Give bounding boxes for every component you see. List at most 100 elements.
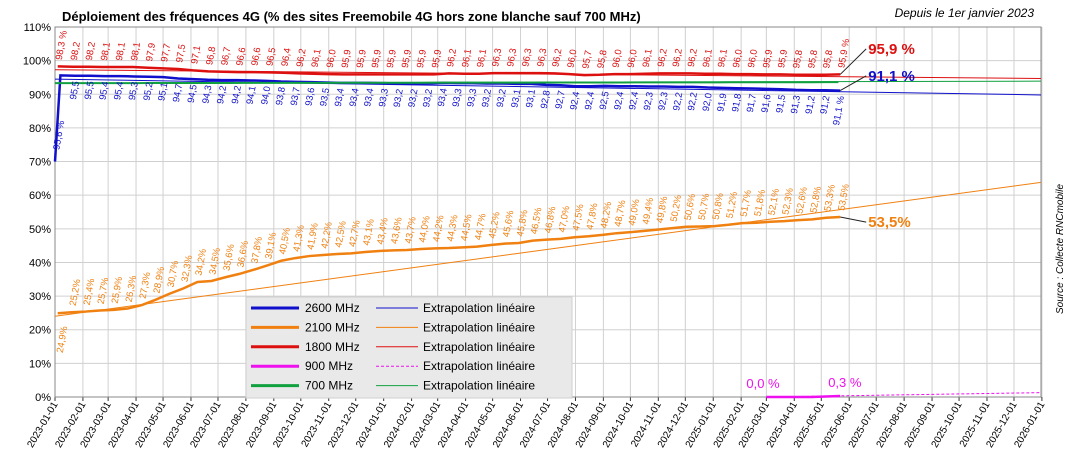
data-label-2600-mhz: 92,3 [642, 91, 656, 111]
data-label-2100-mhz: 44,7% [473, 212, 489, 241]
data-label-2600-mhz: 93,8 [274, 86, 288, 106]
data-label-1800-mhz: 96,1 [310, 48, 324, 68]
trend-line-2100-mhz [54, 181, 1042, 317]
data-label-2600-mhz: 91,3 [789, 95, 803, 115]
series-line-2100-mhz [57, 215, 841, 315]
data-label-1800-mhz: 95,8 [821, 49, 835, 69]
data-label-2100-mhz: 34,2% [194, 248, 210, 277]
data-label-2600-mhz: 91,2 [804, 95, 818, 115]
data-label-2600-mhz: 93,2 [392, 88, 406, 108]
y-tick-label: 0% [35, 392, 51, 404]
data-label-2600-mhz: 93,7 [289, 86, 303, 106]
data-label-2100-mhz: 37,8% [249, 235, 265, 264]
y-tick-label: 100% [23, 56, 51, 68]
data-label-1800-mhz: 96,0 [611, 48, 625, 68]
data-label-2100-mhz: 47,5% [571, 203, 587, 232]
data-labels: 95,6 %95,5 95,5 95,4 95,4 95,3 95,2 95,1 94,7 94… [51, 29, 852, 353]
legend-label-2600-mhz: 2600 MHz [305, 301, 360, 315]
data-label-2600-mhz: 91,5 [774, 94, 788, 114]
data-label-2600-mhz: 93,4 [348, 87, 362, 107]
data-label-1800-mhz: 95,9 [370, 49, 384, 69]
data-label-2100-mhz: 52,8% [808, 185, 824, 214]
data-label-1800-mhz: 95,9 [400, 49, 414, 69]
legend-trend-label-2100-mhz: Extrapolation linéaire [423, 320, 535, 334]
legend: 2600 MHz Extrapolation linéaire 2100 MHz Ex… [245, 296, 573, 399]
y-tick-label: 70% [29, 157, 51, 169]
data-label-2100-mhz: 36,6% [235, 239, 251, 268]
data-label-2600-mhz: 94,0 [259, 85, 273, 105]
data-label-2100-mhz: 45,8% [515, 208, 531, 237]
data-label-1800-mhz: 96,1 [716, 48, 730, 68]
data-label-1800-mhz: 98,3 % [54, 29, 70, 61]
data-label-2100-mhz: 30,7% [166, 259, 182, 288]
data-label-2600-mhz: 93,3 [451, 88, 465, 108]
data-label-2100-mhz: 42,2% [319, 221, 335, 250]
data-label-1800-mhz: 96,0 [746, 48, 760, 68]
data-label-2100-mhz: 40,5% [277, 226, 293, 255]
y-tick-label: 80% [29, 123, 51, 135]
data-label-2600-mhz: 91,1 % [831, 95, 847, 127]
data-label-1800-mhz: 96,1 [460, 48, 474, 68]
y-tick-label: 40% [29, 257, 51, 269]
series-lines [53, 65, 841, 399]
data-label-2100-mhz: 42,7% [347, 219, 363, 248]
data-label-2600-mhz: 93,2 [495, 88, 509, 108]
data-label-2600-mhz: 93,4 [436, 87, 450, 107]
data-label-1800-mhz: 95,9 [430, 49, 444, 69]
data-label-1800-mhz: 96,2 [550, 48, 564, 68]
data-label-2100-mhz: 46,8% [543, 205, 559, 234]
data-label-2100-mhz: 53,3% [822, 183, 838, 212]
data-label-2600-mhz: 95,1 [156, 82, 170, 102]
leader-line-2100-mhz [840, 216, 867, 223]
data-label-1800-mhz: 95,8 [791, 49, 805, 69]
data-label-2600-mhz: 93,6 [303, 87, 317, 107]
data-label-2100-mhz: 43,6% [389, 216, 405, 245]
data-label-1800-mhz: 97,1 [189, 45, 203, 65]
data-label-1800-mhz: 96,1 [641, 48, 655, 68]
data-label-1800-mhz: 96,2 [295, 48, 309, 68]
data-label-2600-mhz: 93,2 [421, 88, 435, 108]
data-label-2100-mhz: 25,2% [68, 278, 84, 307]
data-label-2100-mhz: 46,5% [529, 206, 545, 235]
data-label-2100-mhz: 27,3% [138, 271, 154, 300]
data-label-2600-mhz: 95,6 % [51, 119, 67, 151]
data-label-2600-mhz: 92,7 [554, 90, 568, 110]
data-label-2100-mhz: 25,7% [96, 276, 112, 305]
data-label-1800-mhz: 96,6 [249, 46, 263, 66]
chart-subtitle: Depuis le 1er janvier 2023 [895, 6, 1035, 20]
data-label-2100-mhz: 51,8% [752, 188, 768, 217]
legend-label-1800-mhz: 1800 MHz [305, 340, 360, 354]
data-label-1800-mhz: 96,2 [671, 48, 685, 68]
data-label-1800-mhz: 96,2 [656, 48, 670, 68]
data-label-1800-mhz: 95,9 [776, 49, 790, 69]
data-label-1800-mhz: 96,6 [234, 46, 248, 66]
legend-trend-label-900-mhz: Extrapolation linéaire [423, 359, 535, 373]
data-label-1800-mhz: 98,1 [114, 41, 128, 61]
chart-title: Déploiement des fréquences 4G (% des sit… [62, 9, 641, 24]
data-label-2100-mhz: 32,3% [180, 254, 196, 283]
data-label-1800-mhz: 96,1 [475, 48, 489, 68]
data-label-1800-mhz: 96,7 [219, 46, 233, 66]
data-label-2600-mhz: 95,4 [112, 81, 126, 101]
data-label-2600-mhz: 95,2 [142, 81, 156, 101]
data-label-2100-mhz: 44,0% [417, 215, 433, 244]
data-label-2600-mhz: 93,2 [480, 88, 494, 108]
data-label-1800-mhz: 96,3 [505, 47, 519, 67]
y-tick-label: 60% [29, 190, 51, 202]
data-label-2600-mhz: 93,3 [377, 88, 391, 108]
data-label-2600-mhz: 91,7 [745, 93, 759, 113]
data-label-2100-mhz: 41,9% [305, 222, 321, 251]
data-label-1800-mhz: 96,2 [445, 48, 459, 68]
legend-trend-label-2600-mhz: Extrapolation linéaire [423, 301, 535, 315]
data-label-2600-mhz: 93,5 [318, 87, 332, 107]
data-label-2100-mhz: 43,1% [361, 218, 377, 247]
data-label-2600-mhz: 92,8 [539, 89, 553, 109]
series-line-900-mhz [766, 394, 841, 399]
data-label-1800-mhz: 95,9 [385, 49, 399, 69]
data-label-2600-mhz: 92,4 [568, 91, 582, 111]
trend-line-2600-mhz [54, 78, 1042, 96]
y-tick-label: 90% [29, 89, 51, 101]
data-label-1800-mhz: 97,7 [159, 43, 173, 63]
data-label-1800-mhz: 96,4 [280, 47, 294, 67]
data-label-2100-mhz: 26,3% [124, 274, 140, 303]
